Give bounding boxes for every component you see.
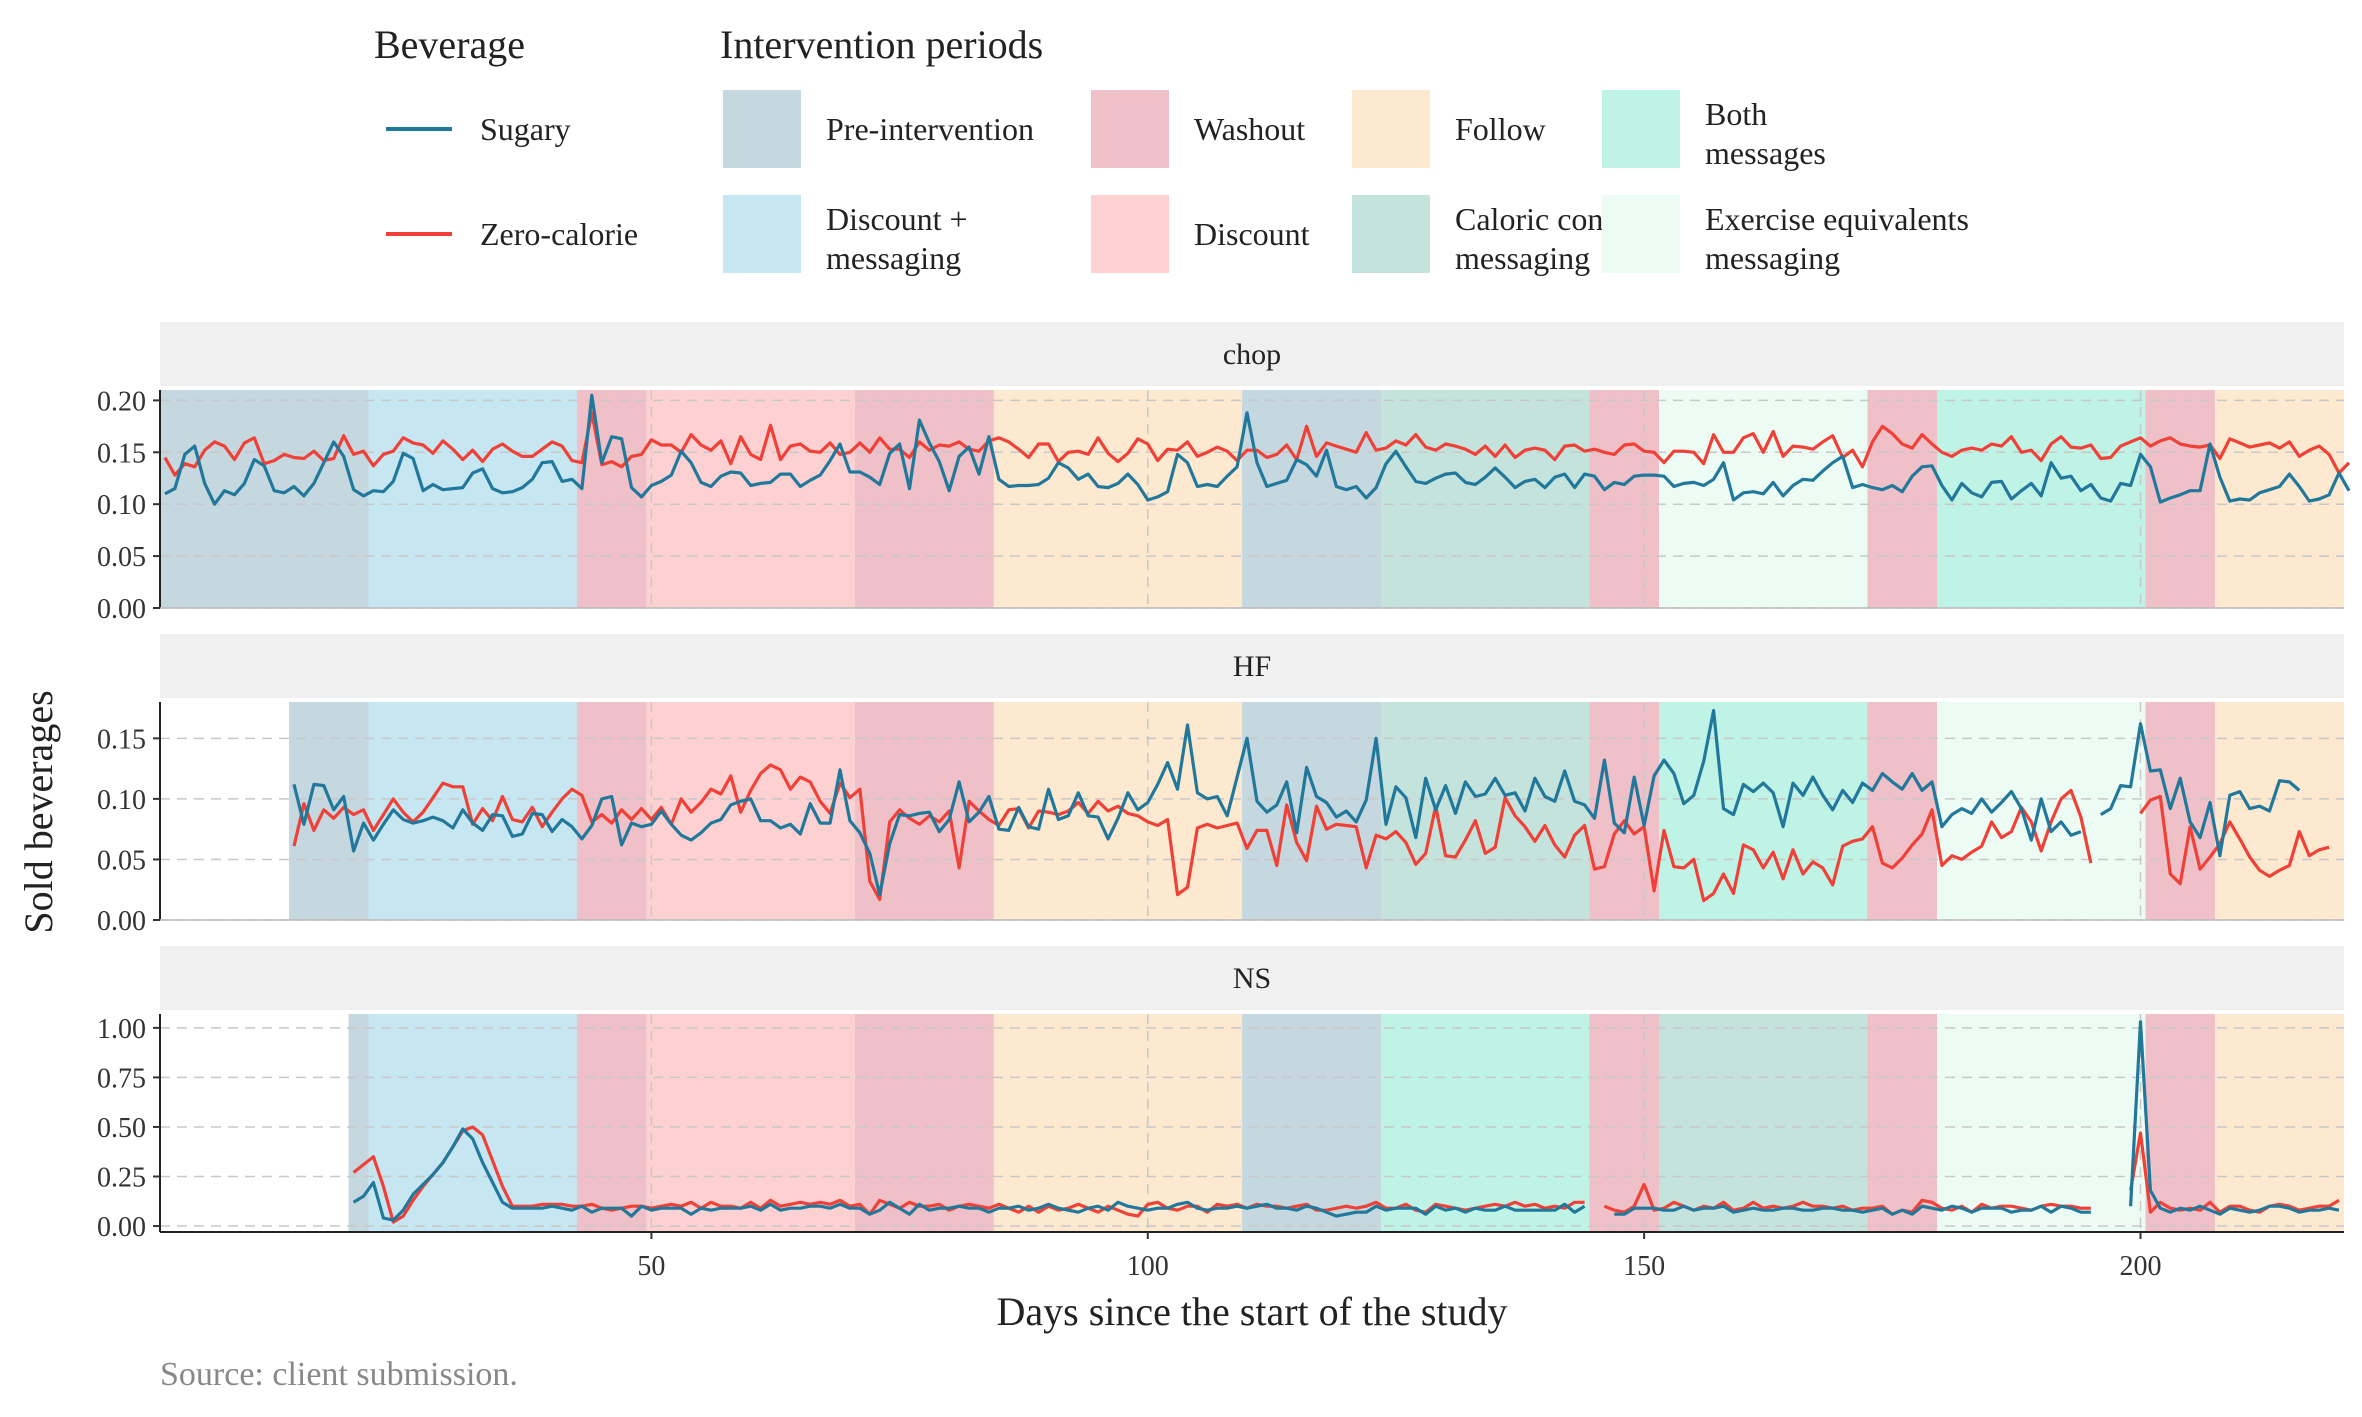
legend-key-discount-messaging xyxy=(723,195,801,273)
y-tick-label: 0.20 xyxy=(97,386,146,417)
period-band-caloric-content-messaging xyxy=(1381,390,1590,608)
y-tick-label: 0.15 xyxy=(97,724,146,755)
x-axis: 50 100 150 200 xyxy=(637,1232,2161,1282)
panel-title: NS xyxy=(1233,962,1271,995)
period-band-both-messages xyxy=(1381,1014,1590,1232)
period-band-discount xyxy=(646,390,855,608)
panel-strip xyxy=(160,322,2344,386)
period-band-washout xyxy=(854,702,994,920)
periods-legend-title: Intervention periods xyxy=(720,22,1043,67)
period-band-follow xyxy=(993,1014,1243,1232)
period-band-discount-messaging xyxy=(368,390,577,608)
panel-title: HF xyxy=(1233,650,1271,683)
y-tick-label: 0.05 xyxy=(97,845,146,876)
legend-label-pre-intervention: Pre-intervention xyxy=(826,111,1034,147)
period-band-washout xyxy=(1867,702,1937,920)
x-tick-label: 150 xyxy=(1623,1251,1665,1282)
source-caption: Source: client submission. xyxy=(160,1356,518,1393)
period-band-discount xyxy=(646,702,855,920)
beverage-legend-title: Beverage xyxy=(374,22,525,67)
legend-key-follow xyxy=(1352,90,1430,168)
legend-label-sugary: Sugary xyxy=(480,111,571,147)
period-band-follow xyxy=(993,390,1243,608)
series-line-sugary xyxy=(164,393,2351,506)
y-tick-label: 1.00 xyxy=(97,1014,146,1045)
period-band-discount xyxy=(646,1014,855,1232)
panel-hf: HF 0.00 0.05 0.10 0.15 xyxy=(97,634,2344,937)
y-tick-label: 0.00 xyxy=(97,1212,146,1243)
panel-ns: NS 0.00 0.25 0.50 0.75 1.00 xyxy=(97,946,2344,1243)
period-band-pre-intervention xyxy=(1242,1014,1382,1232)
legend: Beverage Intervention periods Sugary Zero… xyxy=(374,22,1969,276)
panel-strip xyxy=(160,946,2344,1010)
legend-label-discount-messaging: Discount + messaging xyxy=(826,201,968,276)
y-tick-label: 0.75 xyxy=(97,1063,146,1094)
legend-label-follow: Follow xyxy=(1455,111,1546,147)
period-band-washout xyxy=(1867,1014,1937,1232)
period-band-follow xyxy=(2214,702,2344,920)
period-band-washout xyxy=(854,390,994,608)
y-tick-label: 0.00 xyxy=(97,594,146,625)
period-band-follow xyxy=(993,702,1243,920)
legend-key-both-messages xyxy=(1602,90,1680,168)
y-tick-label: 0.15 xyxy=(97,438,146,469)
y-tick-label: 0.00 xyxy=(97,906,146,937)
period-band-discount-messaging xyxy=(368,702,577,920)
legend-key-caloric-content-messaging xyxy=(1352,195,1430,273)
period-band-caloric-content-messaging xyxy=(1659,1014,1868,1232)
legend-key-pre-intervention xyxy=(723,90,801,168)
period-band-caloric-content-messaging xyxy=(1381,702,1590,920)
period-band-washout xyxy=(1589,390,1660,608)
series-line-zero-calorie xyxy=(352,1125,1585,1224)
period-band-pre-intervention xyxy=(160,390,369,608)
y-tick-label: 0.10 xyxy=(97,785,146,816)
period-band-exercise-equivalents-messaging xyxy=(1936,1014,2146,1232)
series-line-zero-calorie xyxy=(2129,1131,2340,1214)
series-line-sugary xyxy=(1614,1204,2091,1216)
legend-key-exercise-equivalents-messaging xyxy=(1602,195,1680,273)
legend-label-exercise-equivalents-messaging: Exercise equivalents messaging xyxy=(1705,201,1969,276)
legend-label-both-messages: Both messages xyxy=(1705,96,1826,171)
y-tick-label: 0.25 xyxy=(97,1163,146,1194)
legend-label-discount: Discount xyxy=(1194,216,1310,252)
series-line-sugary xyxy=(2129,1020,2340,1216)
x-axis-title: Days since the start of the study xyxy=(997,1289,1508,1334)
y-tick-label: 0.10 xyxy=(97,490,146,521)
period-band-both-messages xyxy=(1936,390,2146,608)
period-band-washout xyxy=(1867,390,1937,608)
series-line-sugary xyxy=(352,1127,1586,1222)
period-band-washout xyxy=(2145,702,2215,920)
legend-key-discount xyxy=(1091,195,1169,273)
x-tick-label: 200 xyxy=(2119,1251,2161,1282)
legend-key-washout xyxy=(1091,90,1169,168)
series-line-zero-calorie xyxy=(163,411,2351,477)
period-band-pre-intervention xyxy=(348,1014,369,1232)
period-band-exercise-equivalents-messaging xyxy=(1659,390,1868,608)
period-band-washout xyxy=(854,1014,994,1232)
series-line-zero-calorie xyxy=(2139,794,2330,886)
legend-label-zero-calorie: Zero-calorie xyxy=(480,216,638,252)
panel-title: chop xyxy=(1223,338,1281,371)
period-band-pre-intervention xyxy=(1242,390,1382,608)
panel-chop: chop 0.00 0.05 0.10 0.15 0.20 xyxy=(97,322,2351,625)
period-band-discount-messaging xyxy=(368,1014,577,1232)
series-line-sugary xyxy=(292,708,2082,897)
y-axis-title: Sold beverages xyxy=(16,690,61,933)
y-tick-label: 0.05 xyxy=(97,542,146,573)
x-tick-label: 100 xyxy=(1127,1251,1169,1282)
period-band-follow xyxy=(2214,1014,2344,1232)
x-tick-label: 50 xyxy=(637,1251,665,1282)
period-band-washout xyxy=(576,1014,647,1232)
period-band-washout xyxy=(2145,1014,2215,1232)
y-tick-label: 0.50 xyxy=(97,1113,146,1144)
series-line-sugary xyxy=(2099,722,2301,858)
legend-label-washout: Washout xyxy=(1194,111,1305,147)
period-band-both-messages xyxy=(1659,702,1868,920)
period-band-washout xyxy=(2145,390,2215,608)
panel-strip xyxy=(160,634,2344,698)
